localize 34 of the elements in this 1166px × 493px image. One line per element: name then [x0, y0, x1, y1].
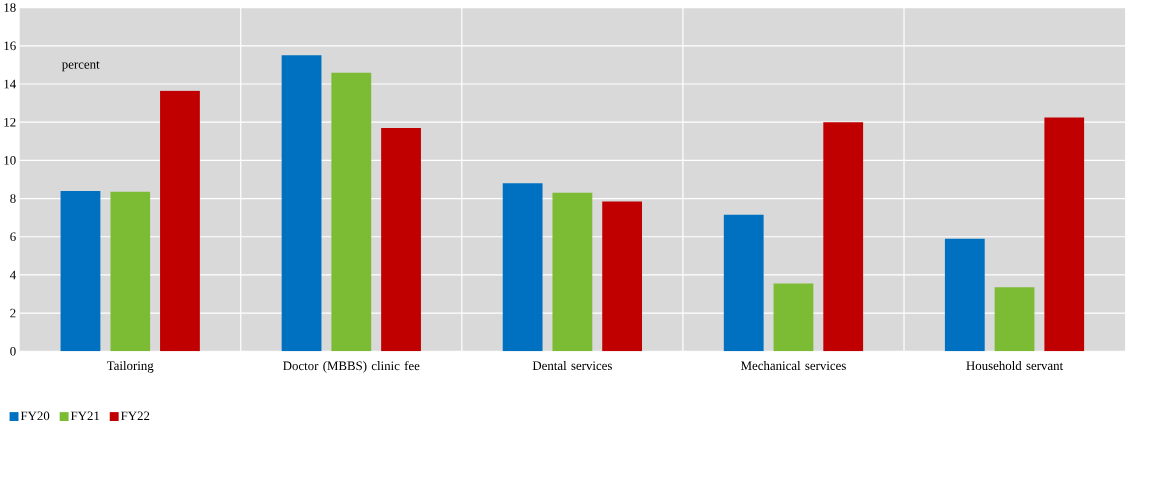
legend-label: FY20 — [20, 411, 50, 421]
legend-label: FY22 — [121, 411, 150, 421]
x-tick-label: Doctor (MBBS) clinic fee — [283, 361, 420, 373]
x-tick-label: Household servant — [966, 361, 1064, 371]
bar — [944, 238, 985, 352]
y-tick-label: 6 — [10, 232, 16, 242]
bar — [110, 192, 151, 352]
y-tick-label: 2 — [10, 309, 16, 318]
bar — [723, 214, 764, 352]
bar — [602, 201, 643, 352]
bar — [381, 128, 421, 352]
y-tick-label: 4 — [9, 270, 16, 280]
y-tick-label: 0 — [10, 347, 16, 356]
bar — [331, 72, 372, 352]
bar — [552, 193, 593, 352]
legend-label: FY21 — [70, 411, 100, 421]
y-tick-label: 10 — [4, 156, 16, 165]
x-tick-label: Dental services — [532, 361, 612, 371]
x-tick-label: Tailoring — [106, 361, 154, 373]
bar — [1044, 117, 1085, 352]
y-tick-label: 8 — [10, 194, 16, 204]
y-tick-label: 18 — [4, 3, 16, 13]
bar — [502, 183, 543, 352]
bar — [994, 287, 1035, 352]
y-axis-title: percent — [61, 61, 100, 72]
bar — [773, 283, 814, 352]
bar — [60, 191, 101, 352]
bar — [160, 90, 200, 352]
bar — [823, 122, 864, 352]
y-tick-label: 12 — [4, 118, 16, 127]
x-tick-label: Mechanical services — [740, 361, 846, 371]
y-tick-label: 14 — [4, 79, 16, 89]
y-tick-label: 16 — [4, 41, 16, 51]
bar — [281, 55, 322, 352]
